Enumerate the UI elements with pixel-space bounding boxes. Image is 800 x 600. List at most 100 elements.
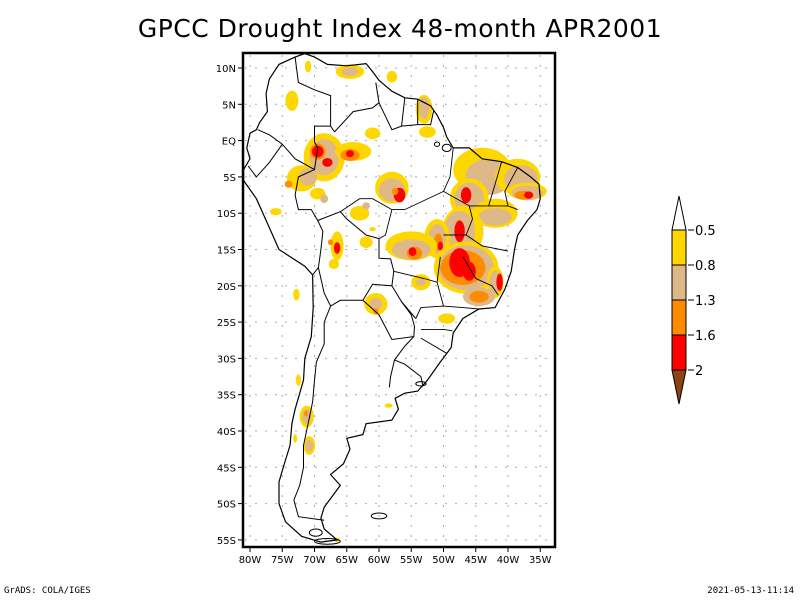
x-tick-label: 60W	[368, 555, 391, 566]
drought-patch	[293, 433, 297, 443]
x-axis: 80W 75W 70W 65W 60W 55W 50W 45W 40W 35W	[239, 547, 552, 566]
drought-patch	[322, 158, 333, 167]
x-tick-label: 40W	[497, 555, 520, 566]
drought-patch	[419, 126, 436, 138]
island-outline	[370, 512, 388, 520]
colorbar-segment	[671, 229, 687, 266]
island-outline	[415, 381, 427, 387]
country-border	[378, 102, 435, 131]
y-tick-label: 15S	[217, 246, 236, 257]
x-tick-label: 35W	[529, 555, 552, 566]
drought-patch	[478, 208, 512, 226]
country-border	[334, 82, 380, 133]
y-tick-label: 10S	[217, 209, 236, 220]
y-tick-label: 25S	[217, 318, 236, 329]
colorbar-top-arrow	[671, 195, 687, 231]
footer-timestamp: 2021-05-13-11:14	[707, 586, 794, 596]
drought-patch	[460, 187, 472, 204]
y-tick-label: EQ	[222, 137, 236, 148]
y-tick-label: 5N	[222, 100, 236, 111]
island-outline	[314, 537, 341, 545]
y-tick-label: 45S	[217, 463, 236, 474]
x-tick-label: 50W	[432, 555, 455, 566]
y-tick-label: 35S	[217, 391, 236, 402]
drought-patch	[320, 194, 329, 204]
drought-patch	[462, 261, 476, 281]
drought-patch	[333, 242, 341, 254]
colorbar-label: 1.6	[695, 329, 716, 344]
state-border	[415, 305, 444, 319]
state-border	[436, 282, 480, 310]
y-tick-label: 40S	[217, 427, 236, 438]
state-border	[443, 147, 454, 192]
state-border	[378, 209, 393, 239]
drought-patch	[418, 97, 430, 119]
x-tick-label: 45W	[464, 555, 487, 566]
y-tick-label: 5S	[223, 173, 236, 184]
drought-patch	[364, 127, 381, 140]
drought-patch	[295, 374, 301, 387]
colorbar-label: 1.3	[695, 294, 716, 309]
state-border	[491, 285, 499, 296]
drought-patch	[285, 90, 299, 111]
country-border	[388, 359, 395, 388]
drought-patch	[346, 150, 354, 158]
drought-patch	[369, 298, 383, 310]
colorbar-bottom-arrow	[671, 369, 687, 405]
x-tick-label: 70W	[303, 555, 326, 566]
state-border	[504, 167, 519, 206]
state-border	[443, 234, 509, 252]
x-tick-label: 75W	[271, 555, 294, 566]
drought-patch	[454, 220, 465, 243]
colorbar-legend: 0.5 0.8 1.3 1.6 2	[671, 195, 716, 405]
drought-patch	[304, 410, 308, 417]
drought-patch	[469, 290, 489, 303]
y-tick-label: 50S	[217, 500, 236, 511]
drought-patch	[524, 191, 534, 199]
drought-patch	[284, 180, 293, 188]
y-axis: 10N 5N EQ 5S 10S 15S 20S 25S 30S 35S 40S 45S 50S 55S	[216, 64, 243, 547]
drought-patch	[304, 60, 312, 73]
drought-shading	[270, 60, 547, 543]
drought-patch	[341, 67, 359, 76]
chart-title: GPCC Drought Index 48-month APR2001	[137, 14, 663, 43]
state-border	[420, 337, 447, 354]
drought-patch	[293, 288, 300, 301]
drought-patch	[349, 205, 370, 221]
state-border	[443, 191, 473, 236]
drought-patch	[496, 273, 503, 291]
drought-patch	[305, 439, 314, 452]
x-tick-label: 80W	[239, 555, 262, 566]
colorbar-segment	[671, 264, 687, 301]
x-tick-label: 55W	[400, 555, 423, 566]
drought-patch	[408, 247, 417, 257]
y-tick-label: 20S	[217, 282, 236, 293]
grid-lines	[245, 55, 553, 545]
map-frame	[241, 51, 557, 549]
y-tick-label: 30S	[217, 354, 236, 365]
state-border	[340, 190, 444, 213]
state-border	[469, 161, 503, 207]
drought-patch	[311, 145, 324, 158]
country-border	[393, 336, 424, 387]
country-border	[293, 305, 332, 521]
colorbar-segment	[671, 334, 687, 371]
drought-patch	[415, 278, 427, 286]
coastlines-borders	[243, 52, 541, 545]
drought-patch	[328, 239, 334, 246]
state-border	[462, 256, 493, 287]
drought-patch	[299, 168, 318, 186]
drought-patch	[384, 403, 393, 408]
country-border	[317, 211, 395, 307]
country-border	[294, 169, 324, 276]
drought-patch	[437, 241, 443, 251]
x-tick-label: 65W	[335, 555, 358, 566]
state-border	[420, 328, 453, 332]
country-border	[247, 143, 283, 178]
footer-credit: GrADS: COLA/IGES	[4, 586, 91, 596]
country-border	[294, 57, 335, 133]
island-outline	[308, 528, 323, 537]
drought-patch	[391, 187, 399, 195]
country-border	[401, 97, 406, 127]
country-border	[401, 301, 417, 319]
